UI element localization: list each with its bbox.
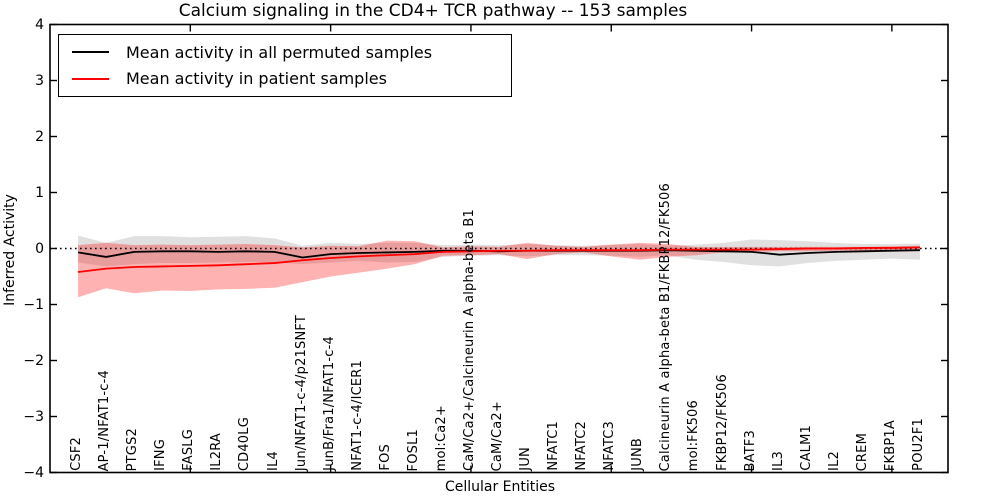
y-tick-label: 1 [35, 184, 44, 201]
y-tick-label: 0 [35, 240, 44, 257]
legend-line-sample-black [72, 51, 109, 54]
y-tick-label: −3 [23, 408, 44, 425]
category-label: FASLG [181, 429, 197, 471]
legend-item-patient: Mean activity in patient samples [72, 69, 511, 88]
category-label: IL3 [770, 451, 786, 471]
category-label: IFNG [153, 439, 169, 471]
chart-title: Calcium signaling in the CD4+ TCR pathwa… [178, 1, 688, 21]
category-label: IL2RA [209, 433, 225, 471]
x-axis-label: Cellular Entities [444, 479, 556, 495]
category-label: CD40LG [237, 416, 253, 471]
category-label: Calcineurin A alpha-beta B1/FKBP12/FK506 [658, 182, 674, 471]
category-label: FOS [377, 444, 393, 471]
category-label: JUN [518, 447, 534, 471]
series-line-patient [77, 246, 920, 273]
category-label: AP-1/NFAT1-c-4 [97, 369, 113, 472]
category-label: FKBP1A [882, 419, 898, 471]
category-label: JunB/Fra1/NFAT1-c-4 [321, 336, 337, 471]
y-tick-label: −2 [23, 352, 44, 369]
category-label: FOSL1 [405, 428, 421, 471]
category-label: FKBP12/FK506 [714, 374, 730, 471]
category-label: CaM/Ca2+ [490, 400, 505, 471]
y-tick-label: 2 [35, 128, 44, 145]
y-tick-label: 3 [35, 72, 44, 89]
category-label: PTGS2 [125, 427, 141, 471]
legend: Mean activity in all permuted samples Me… [58, 34, 512, 97]
category-label: JUNB [630, 438, 646, 471]
legend-label: Mean activity in patient samples [126, 69, 387, 89]
y-tick-label: 4 [35, 16, 44, 33]
category-label: mol:FK506 [686, 399, 702, 471]
category-label: NFAT1-c-4/ICER1 [349, 360, 365, 471]
category-label: NFATC3 [602, 421, 618, 471]
y-tick-label: −1 [23, 296, 44, 313]
category-label: Jun/NFAT1-c-4/p21SNFT [293, 314, 309, 471]
category-label: POU2F1 [910, 418, 926, 471]
legend-item-permuted: Mean activity in all permuted samples [72, 43, 511, 62]
category-label: NFATC2 [574, 421, 590, 471]
category-label: NFATC1 [546, 421, 562, 471]
y-tick-label: −4 [23, 464, 44, 481]
category-label: CaM/Ca2+/Calcineurin A alpha-beta B1 [461, 208, 477, 471]
category-label: IL4 [265, 451, 281, 471]
legend-line-sample-red [72, 77, 109, 80]
category-label: CSF2 [69, 437, 85, 471]
category-label: CREM [854, 432, 870, 471]
category-label: IL2 [826, 451, 842, 471]
category-label: mol:Ca2+ [433, 404, 449, 471]
legend-label: Mean activity in all permuted samples [126, 42, 433, 62]
category-label: BATF3 [742, 429, 758, 472]
category-label: CALM1 [798, 425, 814, 471]
